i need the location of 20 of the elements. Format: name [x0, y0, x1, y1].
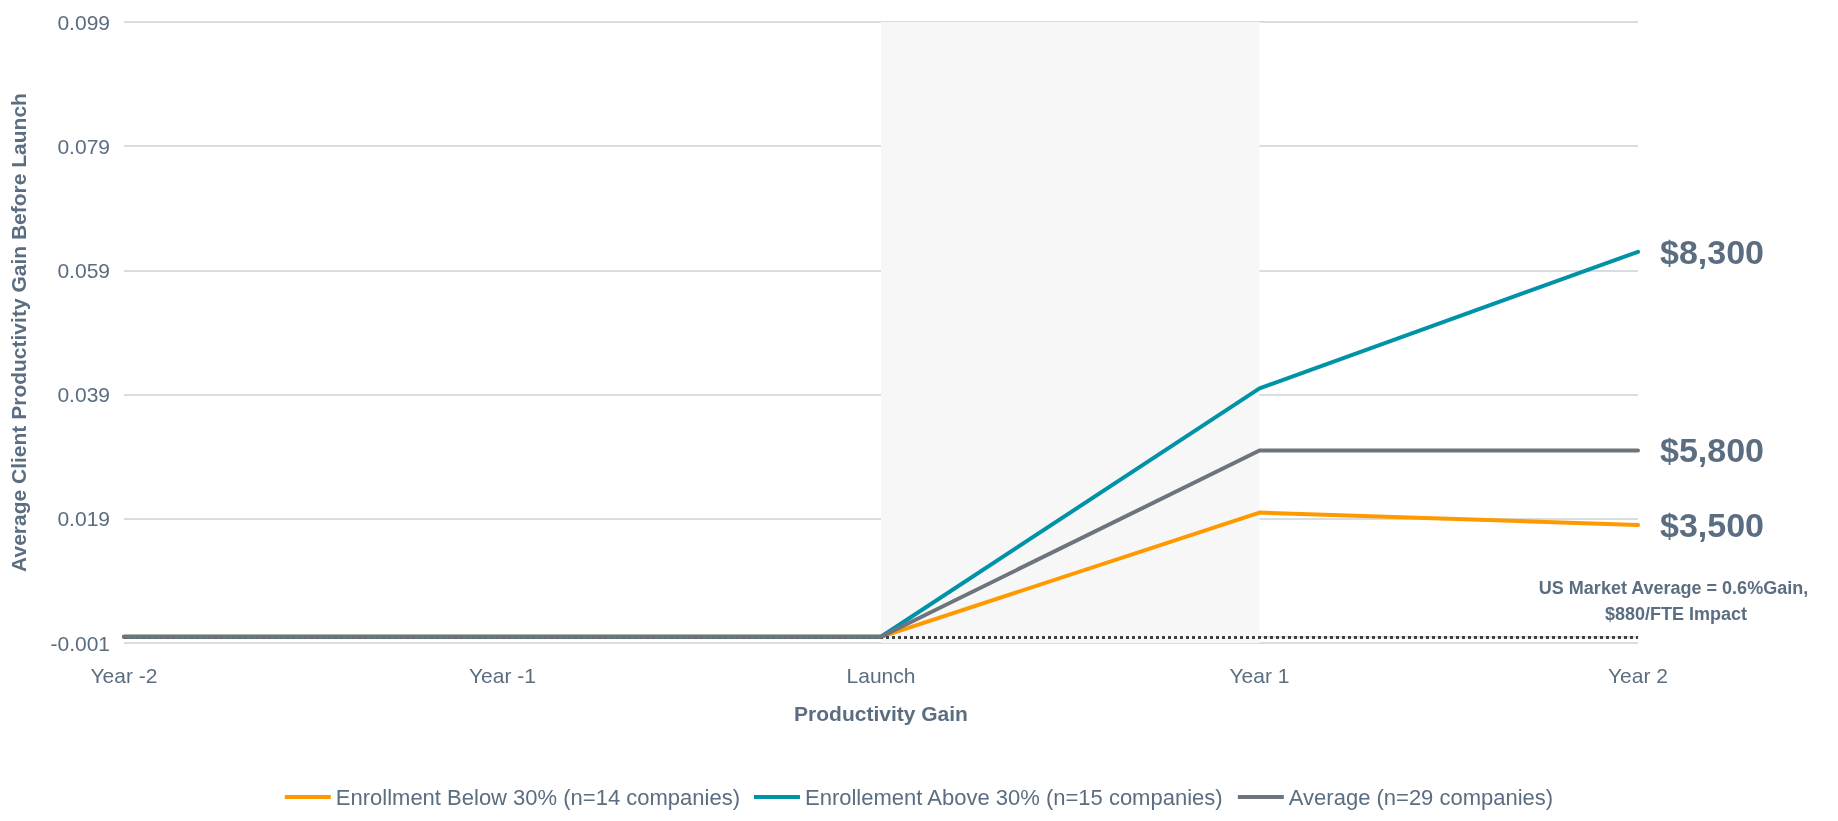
annotation: US Market Average = 0.6%Gain, $880/FTE Impact [1538, 578, 1814, 624]
annotation: $5,800 [1660, 431, 1764, 470]
annotation: $8,300 [1660, 232, 1764, 271]
x-tick-label: Year -2 [90, 664, 158, 687]
x-axis-title: Productivity Gain [794, 702, 968, 725]
y-axis-title: Average Client Productivity Gain Before Launch [7, 93, 30, 572]
y-tick-label: 0.079 [57, 134, 110, 158]
legend-label: Enrollment Below 30% (n=14 companies) [335, 784, 740, 810]
y-tick-label: 0.099 [57, 10, 110, 34]
y-tick-label: -0.001 [50, 631, 110, 655]
x-tick-label: Launch [846, 664, 916, 687]
annotation: $3,500 [1660, 506, 1764, 545]
legend-label: Enrollement Above 30% (n=15 companies) [804, 784, 1223, 810]
legend-label: Average (n=29 companies) [1288, 784, 1554, 810]
x-tick-label: Year -1 [469, 664, 536, 687]
x-tick-label: Year 2 [1608, 664, 1668, 687]
y-tick-label: 0.059 [57, 258, 110, 282]
y-tick-label: 0.019 [57, 507, 110, 531]
x-tick-label: Year 1 [1229, 664, 1290, 687]
y-tick-label: 0.039 [57, 383, 110, 407]
